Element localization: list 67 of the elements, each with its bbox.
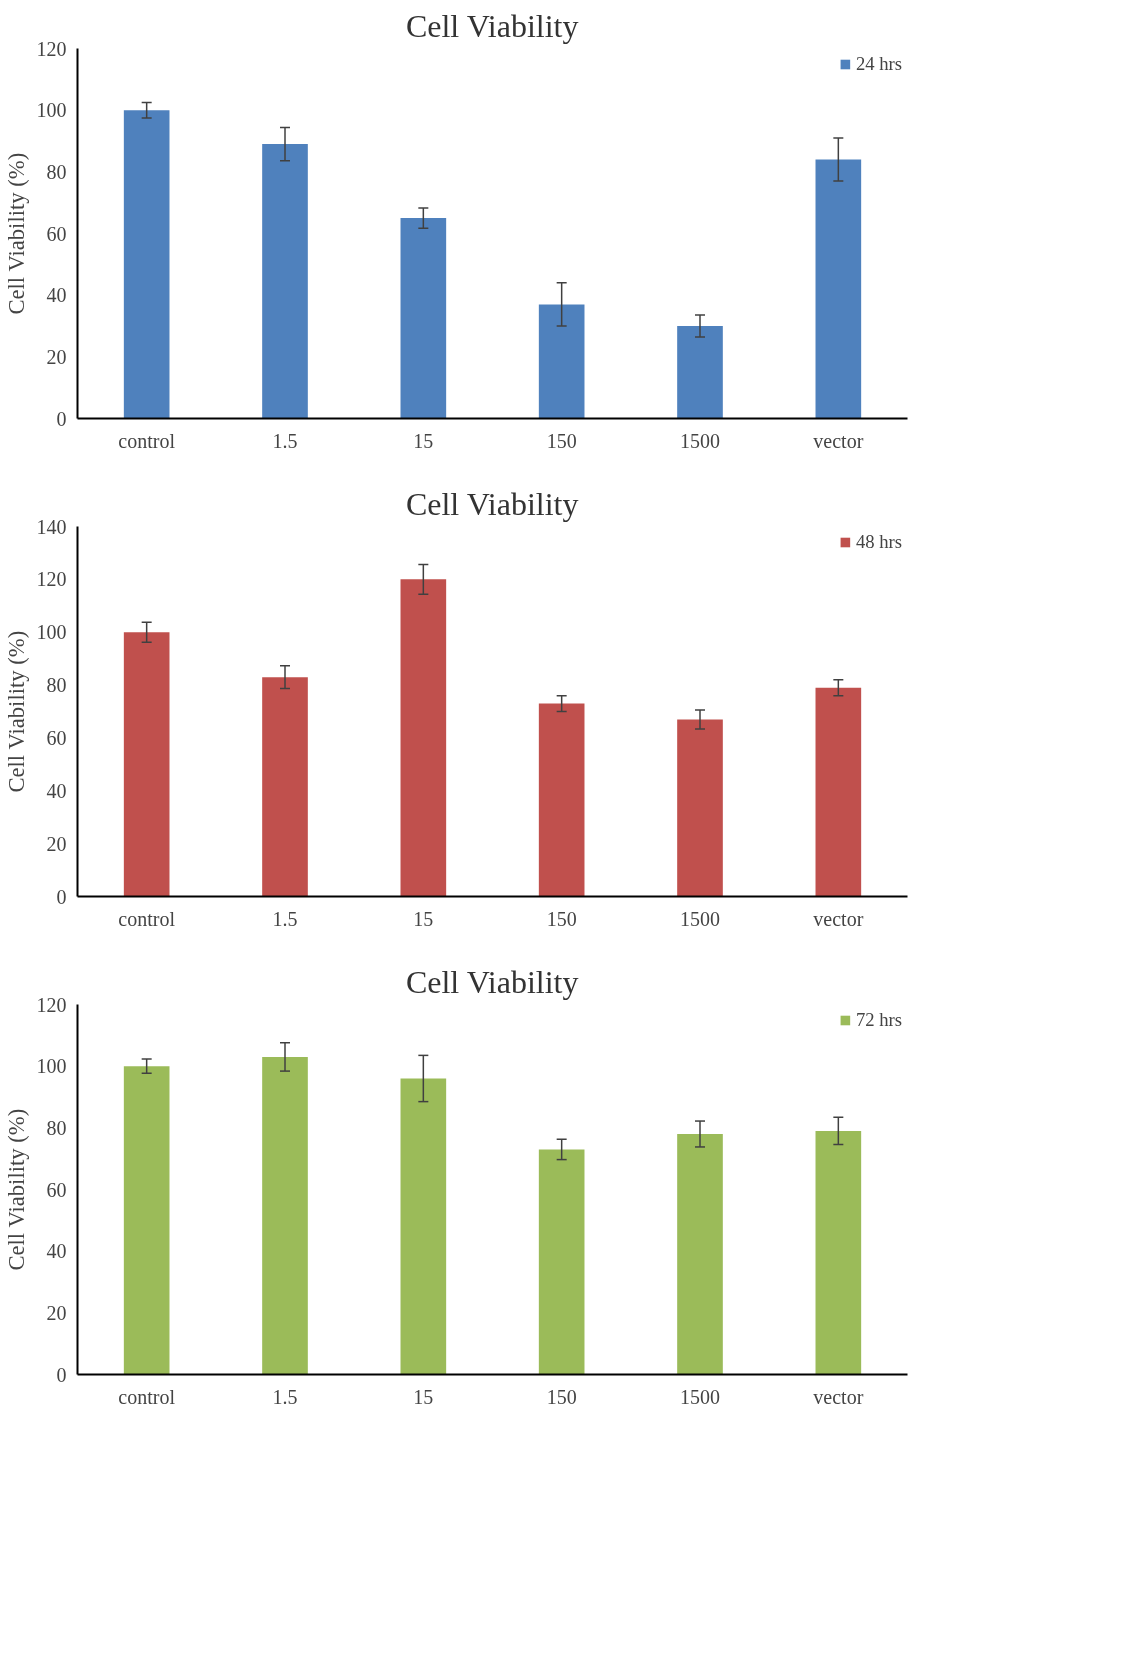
bar xyxy=(262,1056,308,1375)
legend-label: 48 hrs xyxy=(855,531,902,553)
bar xyxy=(538,304,585,419)
bar xyxy=(538,703,585,897)
chart-title: Cell Viability xyxy=(405,485,579,522)
y-axis-title: Cell Viability (%) xyxy=(3,1108,29,1271)
bar xyxy=(815,159,862,419)
x-tick-label: 1.5 xyxy=(272,1385,298,1408)
bar xyxy=(262,677,308,897)
chart-title: Cell Viability xyxy=(405,963,579,1000)
y-tick-label: 80 xyxy=(46,1116,67,1139)
x-tick-label: control xyxy=(118,907,176,930)
x-tick-label: 15 xyxy=(413,429,434,452)
x-tick-label: 1500 xyxy=(680,1385,720,1408)
y-tick-label: 60 xyxy=(46,726,67,749)
bar xyxy=(262,144,308,419)
y-tick-label: 40 xyxy=(46,779,67,802)
y-tick-label: 60 xyxy=(46,222,67,245)
y-tick-label: 80 xyxy=(46,674,67,697)
y-tick-label: 40 xyxy=(46,1240,67,1263)
x-tick-label: vector xyxy=(813,907,864,930)
y-tick-label: 100 xyxy=(36,1055,67,1078)
y-tick-label: 0 xyxy=(56,407,67,430)
y-tick-label: 140 xyxy=(36,515,67,538)
y-tick-label: 120 xyxy=(36,37,67,60)
y-tick-label: 60 xyxy=(46,1178,67,1201)
chart-title: Cell Viability xyxy=(405,7,579,44)
x-tick-label: 150 xyxy=(546,907,577,930)
bar xyxy=(400,579,447,897)
y-tick-label: 20 xyxy=(46,832,67,855)
x-tick-label: 15 xyxy=(413,907,434,930)
y-axis-title: Cell Viability (%) xyxy=(3,630,29,793)
y-tick-label: 20 xyxy=(46,1301,67,1324)
bar xyxy=(400,1078,447,1375)
x-tick-label: control xyxy=(118,429,176,452)
x-tick-label: 1.5 xyxy=(272,907,298,930)
bar xyxy=(815,1130,862,1375)
y-tick-label: 120 xyxy=(36,568,67,591)
legend-label: 24 hrs xyxy=(855,53,902,75)
y-tick-label: 100 xyxy=(36,621,67,644)
y-tick-label: 0 xyxy=(56,1363,67,1386)
y-tick-label: 120 xyxy=(36,993,67,1016)
bar xyxy=(677,1134,723,1375)
y-tick-label: 0 xyxy=(56,885,67,908)
x-tick-label: 150 xyxy=(546,429,577,452)
y-tick-label: 40 xyxy=(46,284,67,307)
x-tick-label: vector xyxy=(813,1385,864,1408)
x-tick-label: 15 xyxy=(413,1385,434,1408)
x-tick-label: vector xyxy=(813,429,864,452)
y-axis-title: Cell Viability (%) xyxy=(3,152,29,315)
x-tick-label: control xyxy=(118,1385,176,1408)
legend-label: 72 hrs xyxy=(855,1009,902,1031)
bar xyxy=(538,1149,585,1375)
y-tick-label: 20 xyxy=(46,345,67,368)
bar xyxy=(677,719,723,897)
bar xyxy=(123,110,170,419)
y-tick-label: 80 xyxy=(46,160,67,183)
bar xyxy=(123,1066,170,1375)
bar xyxy=(815,687,862,897)
bar xyxy=(400,218,447,419)
x-tick-label: 1.5 xyxy=(272,429,298,452)
x-tick-label: 150 xyxy=(546,1385,577,1408)
bar xyxy=(123,632,170,897)
bar xyxy=(677,326,723,419)
x-tick-label: 1500 xyxy=(680,429,720,452)
y-tick-label: 100 xyxy=(36,99,67,122)
x-tick-label: 1500 xyxy=(680,907,720,930)
